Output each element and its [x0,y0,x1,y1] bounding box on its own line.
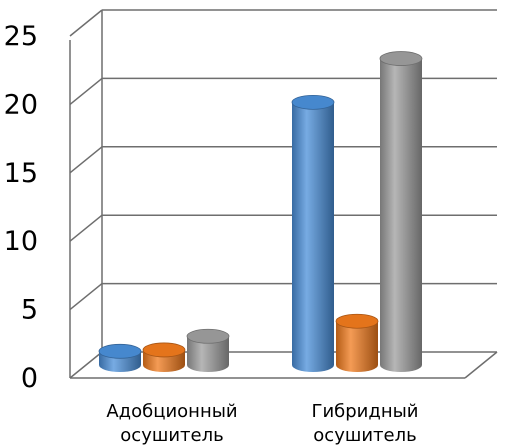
gridline-side [69,9,103,37]
x-tick-label: осушитель [313,425,416,446]
bar-body [380,58,422,373]
bar [291,94,335,373]
y-tick-label: 0 [21,363,38,394]
bar-top [142,342,186,358]
bar-top [335,313,379,329]
y-tick-label: 15 [4,158,38,189]
y-tick-label: 25 [4,21,38,52]
bar [98,343,142,372]
x-tick-label: Гибридный [311,401,418,422]
y-tick-label: 20 [4,89,38,120]
y-tick-label: 5 [21,295,38,326]
bar-top [379,51,423,66]
bar-top [186,328,230,344]
gridlines [69,9,497,379]
bar [379,51,423,373]
bar-top [98,343,142,359]
gridline-side [69,146,103,174]
y-axis-ticks: 0 5 10 15 20 25 [4,21,38,394]
floor-right-edge [464,351,498,379]
bar [335,313,379,372]
gridline-side [69,283,103,311]
bar-top [291,94,335,110]
bar-body [292,102,334,373]
y-tick-label: 10 [4,226,38,257]
bar-body [187,336,229,372]
gridline-side [69,351,103,379]
bars [98,51,423,373]
bar-body [336,321,378,372]
gridline-side [69,214,103,242]
bar [186,328,230,372]
x-tick-label: Адобционный [106,401,237,422]
bar [142,342,186,372]
gridline-side [69,77,103,105]
chart-walls [69,10,498,379]
x-tick-label: осушитель [120,425,223,446]
x-axis-labels: Адобционный осушитель Гибридный осушитель [106,401,418,446]
